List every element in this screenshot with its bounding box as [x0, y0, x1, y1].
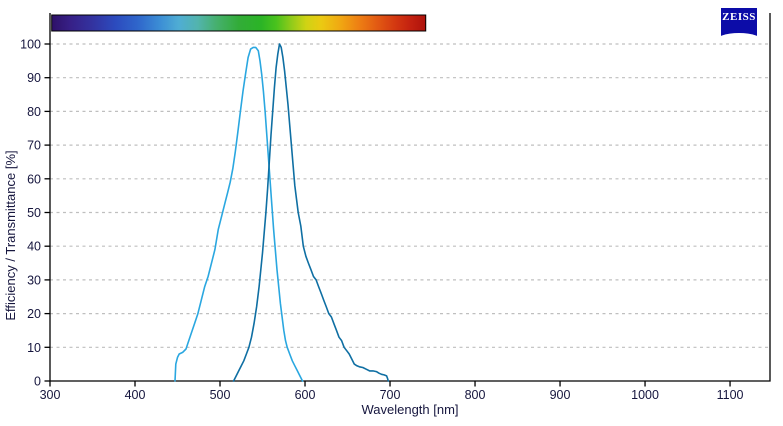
y-tick-label-70: 70: [27, 139, 41, 153]
x-tick-label-600: 600: [295, 388, 316, 402]
y-axis-title: Efficiency / Transmittance [%]: [3, 150, 18, 321]
y-tick-label-40: 40: [27, 240, 41, 254]
x-tick-label-400: 400: [125, 388, 146, 402]
y-tick-label-50: 50: [27, 206, 41, 220]
x-tick-label-300: 300: [40, 388, 61, 402]
x-tick-label-500: 500: [210, 388, 231, 402]
excitation-spectrum-curve: [174, 46, 304, 382]
y-tick-label-80: 80: [27, 105, 41, 119]
y-tick-label-100: 100: [20, 38, 41, 52]
y-tick-label-90: 90: [27, 71, 41, 85]
zeiss-logo: ZEISS: [721, 8, 757, 40]
x-tick-label-800: 800: [465, 388, 486, 402]
x-tick-label-1000: 1000: [631, 388, 659, 402]
x-tick-label-1100: 1100: [717, 388, 744, 402]
zeiss-logo-lens-shape: [721, 33, 757, 40]
zeiss-logo-text: ZEISS: [722, 11, 756, 23]
y-tick-label-60: 60: [27, 172, 41, 186]
x-tick-label-700: 700: [380, 388, 401, 402]
axis-frame: [49, 13, 771, 382]
y-tick-label-30: 30: [27, 273, 41, 287]
x-tick-label-900: 900: [550, 388, 571, 402]
y-tick-label-20: 20: [27, 307, 41, 321]
y-tick-label-0: 0: [34, 375, 41, 389]
x-axis-title: Wavelength [nm]: [361, 402, 459, 417]
emission-spectrum-curve: [232, 43, 390, 382]
y-tick-label-10: 10: [27, 341, 41, 355]
visible-spectrum-bar: [51, 14, 427, 32]
